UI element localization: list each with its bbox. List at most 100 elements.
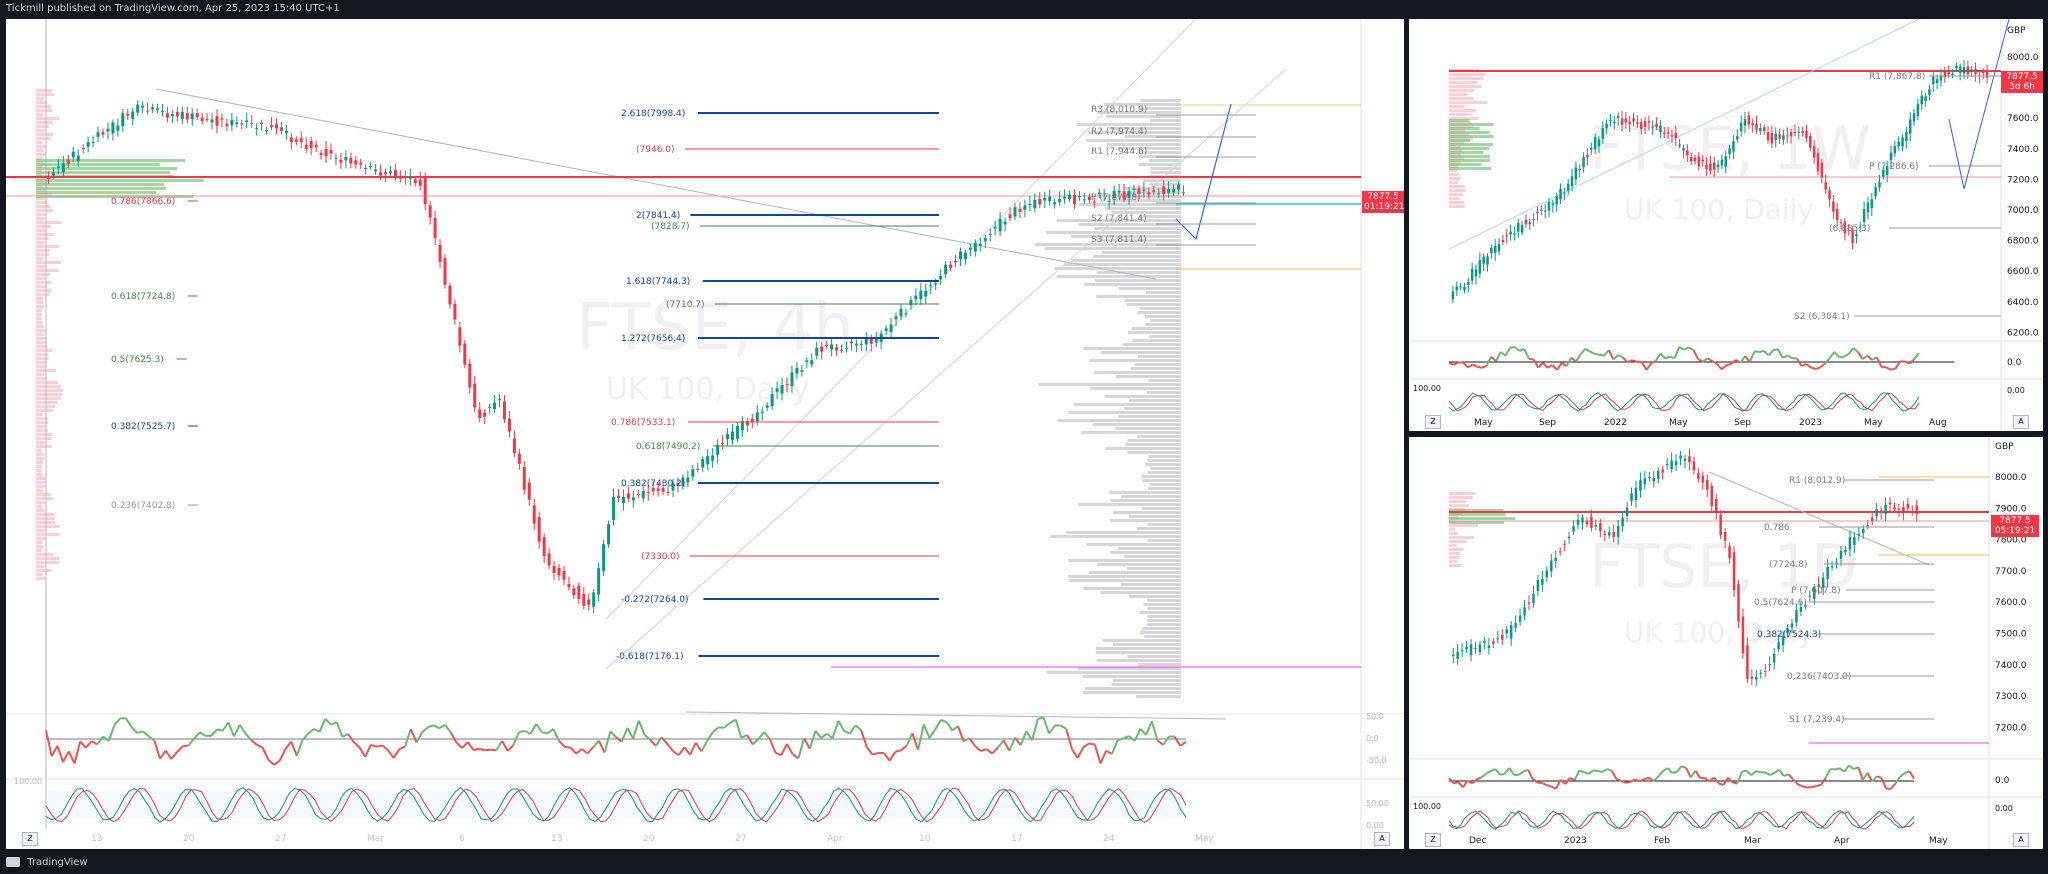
- left-volume-bar: [36, 221, 62, 224]
- osc-wave: [1467, 779, 1473, 785]
- osc-wave: [1828, 351, 1836, 359]
- right-volume-bar: [1123, 187, 1181, 190]
- main-candle: [96, 132, 100, 137]
- right-volume-bar: [1092, 423, 1181, 426]
- weekly-candle: [1908, 119, 1912, 134]
- main-chart-canvas[interactable]: FTSE, 4h UK 100, Daily 2.618(7998.4) (7946.…: [6, 19, 1404, 849]
- main-candle: [602, 544, 606, 572]
- main-candle: [780, 385, 784, 394]
- osc-wave: [843, 729, 851, 735]
- volume-poc: [1449, 159, 1490, 162]
- main-candle: [384, 172, 388, 175]
- left-volume-bar: [36, 233, 54, 236]
- main-candle: [810, 360, 814, 365]
- weekly-candle: [1678, 144, 1681, 146]
- left-volume-bar: [36, 245, 59, 248]
- osc-wave: [227, 722, 236, 737]
- volume-bar: [1449, 125, 1475, 128]
- daily-candle: [1786, 628, 1789, 634]
- osc-wave: [1547, 364, 1553, 369]
- left-volume-bar: [36, 505, 42, 508]
- x-axis-label: May: [1929, 836, 1948, 846]
- right-volume-bar: [1120, 583, 1181, 586]
- osc-wave: [1722, 777, 1729, 786]
- weekly-candle: [1947, 70, 1950, 75]
- x-axis-label: Mar: [1744, 836, 1761, 846]
- right-volume-bar: [1144, 315, 1181, 318]
- osc-wave: [649, 739, 657, 747]
- osc-wave: [1866, 354, 1873, 361]
- left-volume-bar: [36, 109, 53, 112]
- osc-wave: [1643, 776, 1650, 781]
- right-volume-bar: [1073, 403, 1181, 406]
- osc-wave: [1640, 361, 1648, 371]
- osc-wave: [261, 747, 270, 761]
- left-volume-bar: [36, 277, 46, 280]
- right-volume-bar: [1150, 167, 1181, 170]
- x-axis-label: Dec: [1469, 836, 1486, 846]
- osc-wave: [1606, 768, 1613, 772]
- main-candle: [1053, 202, 1057, 205]
- main-candle: [240, 123, 244, 125]
- osc-wave: [1622, 356, 1629, 364]
- osc-wave: [1815, 366, 1821, 371]
- osc-wave: [1773, 768, 1780, 774]
- left-volume-bar: [36, 249, 50, 252]
- main-auto-button[interactable]: A: [1374, 832, 1390, 846]
- osc-wave: [1650, 359, 1657, 365]
- main-candle: [1137, 188, 1141, 195]
- osc-wave: [1810, 366, 1816, 371]
- weekly-timezone-button[interactable]: Z: [1425, 415, 1441, 429]
- volume-bar: [1449, 528, 1456, 531]
- main-candle: [235, 122, 239, 125]
- right-volume-bar: [1054, 267, 1181, 270]
- volume-bar: [1449, 560, 1458, 563]
- left-volume-bar: [36, 209, 53, 212]
- osc-wave: [1088, 742, 1096, 746]
- daily-timezone-button[interactable]: Z: [1425, 833, 1441, 847]
- osc-wave: [1008, 737, 1016, 752]
- main-timezone-button[interactable]: Z: [22, 832, 38, 846]
- osc-wave: [1546, 784, 1552, 788]
- osc-wave: [433, 724, 440, 730]
- osc-wave: [461, 741, 469, 749]
- left-volume-bar: [36, 441, 45, 444]
- weekly-auto-button[interactable]: A: [2013, 415, 2029, 429]
- left-volume-bar: [36, 501, 46, 504]
- weekly-candle: [1751, 123, 1754, 125]
- daily-candle: [1643, 478, 1647, 485]
- osc-wave: [409, 728, 418, 743]
- pivot-label: S3 (7,811.4): [1091, 235, 1147, 245]
- daily-auto-button[interactable]: A: [2013, 833, 2029, 847]
- osc-wave: [1732, 781, 1738, 785]
- left-volume-bar: [36, 341, 47, 344]
- daily-chart-pane[interactable]: FTSE, 1D UK 100, Daily GBP 8000.0 7900.0 7800…: [1409, 437, 2043, 849]
- osc-wave: [1589, 350, 1596, 355]
- left-volume-bar: [36, 357, 49, 360]
- main-candle: [1102, 193, 1106, 195]
- left-volume-poc: [36, 159, 186, 162]
- osc-wave: [974, 745, 982, 752]
- fib-label: (7710.7): [666, 300, 705, 310]
- daily-candle: [1523, 607, 1526, 616]
- osc-wave: [1612, 354, 1619, 361]
- daily-candle: [1460, 650, 1464, 652]
- daily-candle: [1670, 460, 1673, 470]
- osc-wave: [1565, 357, 1573, 367]
- daily-candle: [1545, 570, 1549, 578]
- x-axis-label: Apr: [1834, 836, 1850, 846]
- left-volume-bar: [36, 545, 44, 548]
- main-candle: [532, 505, 536, 524]
- volume-bar: [1449, 177, 1461, 180]
- osc-wave: [564, 746, 571, 749]
- main-candle: [359, 162, 363, 165]
- daily-candle: [1772, 653, 1776, 663]
- osc-wave: [267, 758, 275, 766]
- main-chart-pane[interactable]: FTSE, 4h UK 100, Daily 2.618(7998.4) (7946.…: [6, 19, 1404, 849]
- main-candle: [1107, 200, 1111, 202]
- osc-wave: [1564, 777, 1571, 785]
- main-candle: [334, 157, 338, 159]
